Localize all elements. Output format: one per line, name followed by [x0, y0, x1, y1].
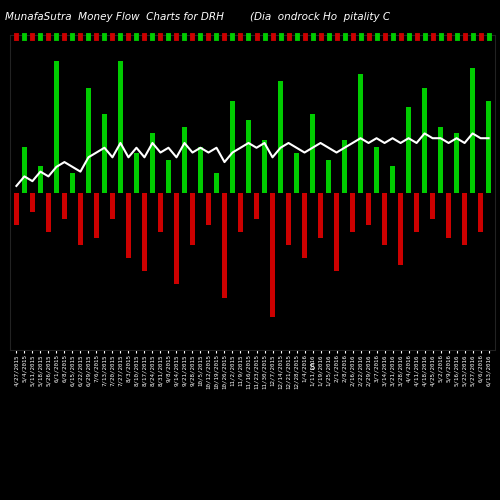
Bar	[38, 166, 43, 192]
Bar	[102, 114, 107, 192]
Bar	[62, 192, 67, 219]
Text: S: S	[310, 362, 315, 372]
Bar	[270, 192, 275, 317]
Bar	[462, 192, 467, 245]
Text: (Dia  ondrock Ho  pitality C: (Dia ondrock Ho pitality C	[250, 12, 390, 22]
Bar	[422, 88, 427, 192]
Bar	[438, 127, 443, 192]
Bar	[358, 74, 363, 192]
Bar	[46, 192, 51, 232]
Bar	[14, 192, 19, 226]
Bar	[342, 140, 347, 192]
Bar	[54, 61, 59, 192]
Bar	[22, 146, 27, 192]
Bar	[118, 61, 123, 192]
Bar	[198, 146, 203, 192]
Bar	[214, 173, 219, 193]
Bar	[374, 146, 379, 192]
Bar	[470, 68, 475, 192]
Bar	[326, 160, 331, 192]
Bar	[350, 192, 355, 232]
Bar	[262, 140, 267, 192]
Bar	[318, 192, 323, 238]
Bar	[446, 192, 451, 238]
Bar	[278, 81, 283, 192]
Bar	[478, 192, 483, 232]
Bar	[366, 192, 371, 226]
Bar	[190, 192, 195, 245]
Bar	[454, 134, 459, 192]
Bar	[166, 160, 171, 192]
Bar	[294, 153, 299, 192]
Bar	[238, 192, 243, 232]
Bar	[222, 192, 227, 298]
Bar	[414, 192, 419, 232]
Bar	[254, 192, 259, 219]
Bar	[158, 192, 163, 232]
Bar	[334, 192, 339, 271]
Bar	[406, 107, 411, 192]
Bar	[78, 192, 83, 245]
Bar	[398, 192, 403, 264]
Bar	[30, 192, 35, 212]
Bar	[134, 153, 139, 192]
Bar	[182, 127, 187, 192]
Bar	[310, 114, 315, 192]
Bar	[174, 192, 179, 284]
Bar	[150, 134, 155, 192]
Bar	[126, 192, 131, 258]
Bar	[94, 192, 99, 238]
Bar	[430, 192, 435, 219]
Text: MunafaSutra  Money Flow  Charts for DRH: MunafaSutra Money Flow Charts for DRH	[5, 12, 224, 22]
Bar	[302, 192, 307, 258]
Bar	[86, 88, 91, 192]
Bar	[382, 192, 387, 245]
Bar	[486, 100, 491, 192]
Bar	[390, 166, 395, 192]
Bar	[230, 100, 235, 192]
Bar	[142, 192, 147, 271]
Bar	[206, 192, 211, 226]
Bar	[70, 173, 75, 193]
Bar	[286, 192, 291, 245]
Bar	[110, 192, 115, 219]
Bar	[246, 120, 251, 192]
